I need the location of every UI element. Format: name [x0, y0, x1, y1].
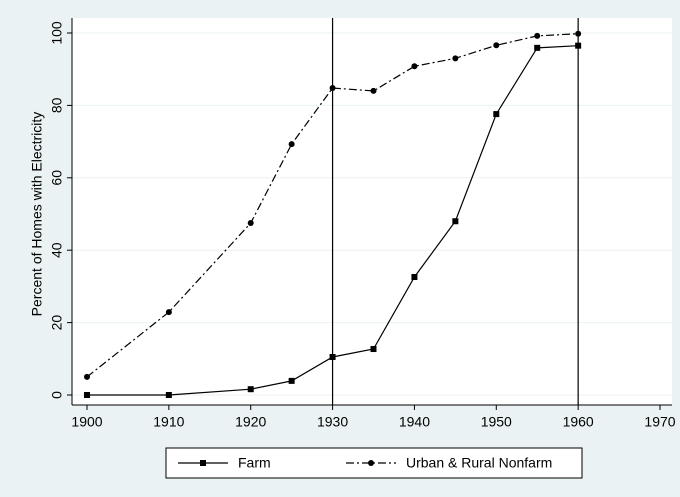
x-tick-label: 1920 — [235, 414, 266, 430]
legend-marker — [368, 460, 374, 466]
marker — [452, 55, 459, 62]
series-line — [86, 33, 579, 378]
marker — [84, 373, 90, 380]
x-tick-label: 1930 — [317, 414, 348, 430]
marker — [288, 377, 295, 384]
marker — [370, 346, 377, 353]
y-tick-label: 40 — [49, 242, 65, 258]
marker — [329, 353, 336, 360]
marker — [370, 87, 377, 94]
marker — [493, 42, 500, 49]
marker — [84, 392, 90, 398]
x-tick-label: 1950 — [481, 414, 512, 430]
marker — [165, 392, 172, 398]
y-tick-label: 80 — [49, 97, 65, 113]
marker — [288, 141, 295, 148]
legend — [165, 447, 583, 479]
marker — [452, 218, 459, 225]
legend-label: Farm — [238, 455, 271, 471]
legend-label: Urban & Rural Nonfarm — [406, 455, 552, 471]
x-tick-label: 1960 — [563, 414, 594, 430]
marker — [411, 63, 418, 70]
y-tick-label: 60 — [49, 170, 65, 186]
x-tick-label: 1900 — [71, 414, 102, 430]
marker — [575, 42, 582, 49]
y-axis-label: Percent of Homes with Electricity — [29, 112, 45, 317]
marker — [534, 44, 541, 51]
plot-area — [72, 18, 672, 405]
y-tick-label: 100 — [49, 21, 65, 45]
x-tick-label: 1970 — [644, 414, 675, 430]
marker — [411, 273, 418, 280]
marker — [534, 32, 541, 39]
y-tick-label: 20 — [49, 315, 65, 331]
legend-marker — [200, 460, 206, 466]
marker — [575, 30, 582, 37]
marker — [165, 309, 172, 316]
marker — [247, 386, 254, 393]
marker — [493, 111, 500, 118]
marker — [247, 220, 254, 227]
y-tick-label: 0 — [49, 391, 65, 399]
x-tick-label: 1910 — [153, 414, 184, 430]
x-tick-label: 1940 — [399, 414, 430, 430]
marker — [329, 85, 336, 92]
